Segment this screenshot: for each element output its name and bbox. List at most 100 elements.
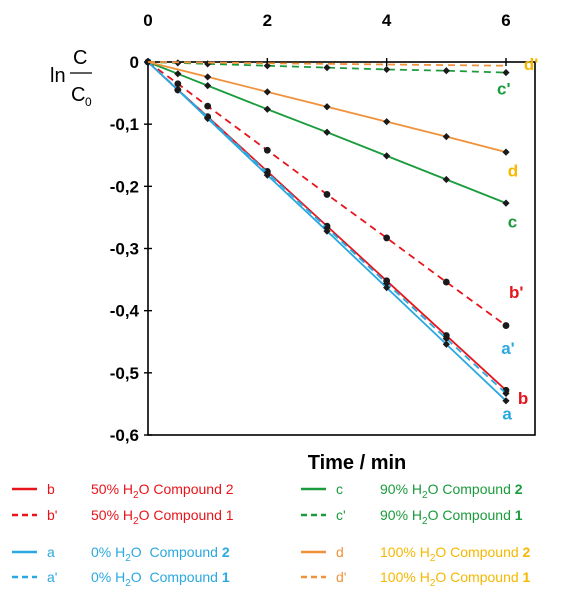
legend-label-compound-number: 2	[515, 481, 523, 497]
legend-label-suffix: O Compound	[428, 481, 515, 497]
legend-label-prefix: 50% H	[91, 507, 133, 523]
legend-label-sub: 2	[133, 516, 139, 527]
legend-label: 0% H2O Compound 2	[91, 544, 230, 564]
series-c-prime	[144, 58, 510, 77]
legend-label-prefix: 90% H	[380, 481, 422, 497]
legend-label-suffix: O Compound	[131, 569, 222, 585]
legend-key: c	[336, 481, 343, 497]
series-b-prime	[144, 58, 510, 329]
legend-label-compound-number: 2	[222, 544, 230, 560]
series-end-label: c'	[497, 79, 511, 98]
data-point	[263, 62, 271, 70]
legend-key: b	[47, 481, 55, 497]
legend-entry: d' 100% H2O Compound 1	[301, 569, 531, 589]
data-point	[263, 88, 271, 96]
legend-label: 100% H2O Compound 1	[380, 569, 531, 589]
data-point	[323, 128, 331, 136]
legend-label-sub: 2	[133, 490, 139, 501]
data-point	[323, 224, 331, 232]
data-point	[204, 102, 212, 110]
legend-label-prefix: 50% H	[91, 481, 133, 497]
x-tick-label: 0	[143, 11, 152, 30]
data-point	[383, 284, 391, 292]
y-axis-label-denominator-sub: 0	[85, 95, 92, 109]
legend-entry: b 50% H2O Compound 2	[12, 481, 234, 501]
legend-key: a'	[47, 569, 57, 585]
legend-label-suffix: O Compound	[139, 481, 226, 497]
data-point	[204, 73, 212, 81]
y-tick-label: -0,1	[110, 115, 139, 134]
legend-label-prefix: 100% H	[380, 569, 430, 585]
legend-label-sub: 2	[125, 578, 131, 589]
data-point	[442, 335, 450, 343]
y-tick-label: -0,6	[110, 426, 139, 445]
y-axis-label-ln: ln	[50, 65, 66, 87]
data-point	[502, 389, 510, 397]
series-end-label: c	[508, 212, 517, 231]
legend-entry: c 90% H2O Compound 2	[301, 481, 523, 501]
x-tick-label: 4	[382, 11, 392, 30]
data-point	[263, 169, 271, 177]
data-point	[442, 67, 450, 75]
data-point	[442, 278, 450, 286]
legend-label-suffix: O Compound	[428, 507, 515, 523]
data-point	[323, 63, 331, 72]
data-point	[263, 105, 271, 113]
data-point	[502, 397, 510, 405]
legend-key: d	[336, 544, 344, 560]
series-d	[144, 58, 510, 156]
legend-label-sub: 2	[430, 553, 436, 564]
data-point	[383, 118, 391, 126]
legend-entry: d 100% H2O Compound 2	[301, 544, 531, 564]
legend-label: 50% H2O Compound 1	[91, 507, 234, 527]
legend-label: 50% H2O Compound 2	[91, 481, 234, 501]
legend-label: 100% H2O Compound 2	[380, 544, 531, 564]
y-axis-label: ln C C 0	[50, 47, 92, 109]
legend-label-compound-number: 1	[226, 507, 234, 523]
y-axis-label-numerator: C	[73, 47, 87, 69]
legend-label-prefix: 0% H	[91, 544, 125, 560]
legend-entry: c' 90% H2O Compound 1	[301, 507, 523, 527]
legend-label-sub: 2	[125, 553, 131, 564]
legend-label-prefix: 100% H	[380, 544, 430, 560]
data-point	[174, 70, 182, 78]
data-point	[502, 322, 510, 329]
data-point	[204, 82, 212, 90]
data-point	[502, 68, 510, 77]
legend-label-prefix: 0% H	[91, 569, 125, 585]
series-end-label: b'	[509, 283, 523, 302]
series-line	[147, 61, 507, 402]
legend-label-compound-number: 1	[222, 569, 230, 585]
legend-label: 0% H2O Compound 1	[91, 569, 230, 589]
x-tick-label: 6	[501, 11, 510, 30]
y-tick-label: -0,5	[110, 364, 139, 383]
y-tick-label: -0,2	[110, 177, 139, 196]
data-point	[442, 175, 450, 184]
x-tick-label: 2	[263, 11, 272, 30]
y-tick-label: -0,4	[110, 302, 140, 321]
data-point	[323, 103, 331, 111]
y-tick-labels: 0 -0,1 -0,2 -0,3 -0,4 -0,5 -0,6	[110, 53, 152, 445]
data-point	[442, 340, 450, 348]
y-tick-label: -0,3	[110, 240, 139, 259]
legend-label-compound-number: 2	[523, 544, 531, 560]
series-end-label: a'	[501, 339, 515, 358]
legend-label-compound-number: 2	[226, 481, 234, 497]
data-point	[263, 146, 271, 154]
series-line	[147, 61, 507, 74]
legend-key: a	[47, 544, 55, 560]
legend-label: 90% H2O Compound 2	[380, 481, 523, 501]
series-end-label: d	[508, 161, 518, 180]
legend-label-suffix: O Compound	[139, 507, 226, 523]
series-line	[147, 61, 507, 204]
series-layer	[144, 58, 510, 405]
series-c	[144, 58, 510, 207]
data-point	[204, 113, 212, 121]
y-axis-label-denominator: C	[71, 84, 85, 106]
data-point	[502, 148, 510, 156]
data-point	[174, 85, 182, 93]
legend-label: 90% H2O Compound 1	[380, 507, 523, 527]
series-end-label: d'	[524, 55, 538, 74]
x-tick-labels: 0 2 4 6	[143, 11, 511, 66]
data-point	[502, 199, 510, 207]
